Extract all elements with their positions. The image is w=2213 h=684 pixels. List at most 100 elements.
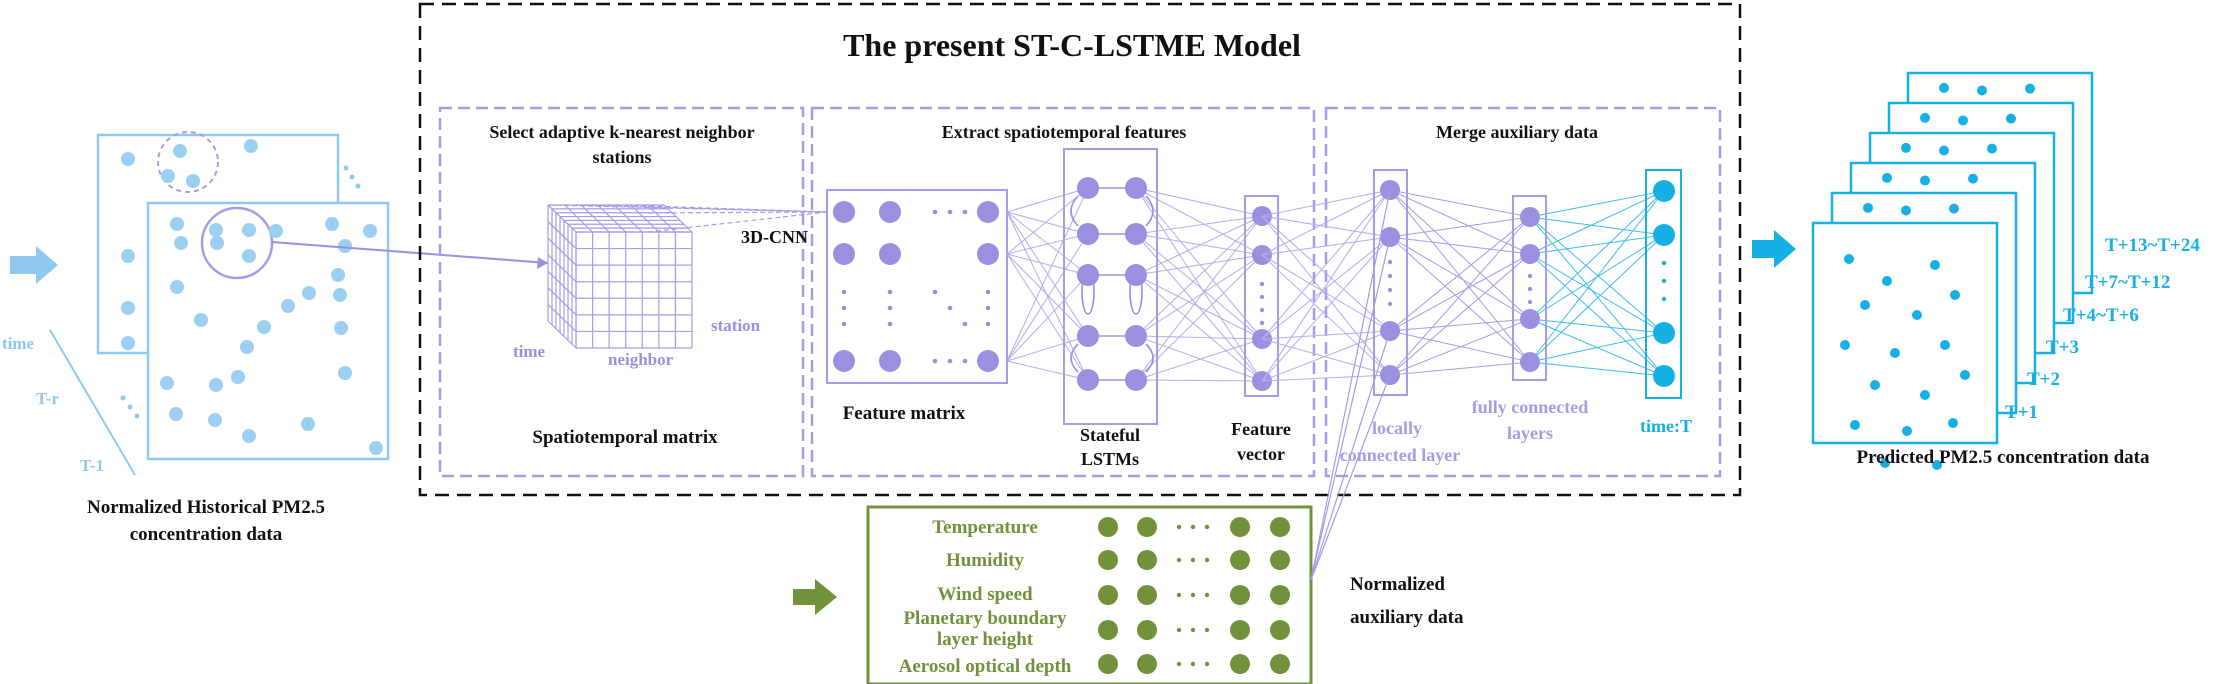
aux-node	[1137, 620, 1157, 640]
extract-panel-title: Extract spatiotemporal features	[942, 122, 1187, 142]
aux-row-label: Wind speed	[937, 584, 1033, 605]
output-arrow-icon	[1752, 230, 1796, 268]
cube-station-label: station	[711, 316, 761, 335]
feature-node	[879, 201, 901, 223]
feature-node	[977, 243, 999, 265]
select-panel	[438, 106, 805, 478]
fully-connected-caption-line2: layers	[1507, 423, 1553, 443]
merge-panel	[1324, 106, 1722, 478]
lstm-node	[1077, 264, 1099, 286]
spatiotemporal-matrix-caption: Spatiotemporal matrix	[532, 427, 718, 448]
model-frame	[418, 2, 1742, 497]
aux-row-label: Temperature	[932, 517, 1038, 538]
output-node	[1653, 365, 1675, 387]
feature-node	[833, 201, 855, 223]
feature-node	[879, 243, 901, 265]
output-node	[1653, 224, 1675, 246]
historical-caption-line1: Normalized Historical PM2.5	[87, 497, 325, 518]
aux-node	[1230, 517, 1250, 537]
feature-matrix-caption: Feature matrix	[843, 403, 966, 424]
horizon-label: T+1	[2005, 402, 2038, 423]
merge-panel-title: Merge auxiliary data	[1436, 122, 1598, 142]
aux-row-label: Aerosol optical depth	[899, 656, 1072, 677]
aux-node	[1270, 654, 1290, 674]
lstm-node	[1077, 223, 1099, 245]
aux-node	[1270, 517, 1290, 537]
lstm-caption-line2: LSTMs	[1081, 449, 1139, 469]
input-arrow-icon	[10, 246, 58, 284]
spatiotemporal-cube	[547, 204, 693, 349]
fully-connected-caption-line1: fully connected	[1472, 397, 1589, 417]
cnn-label: 3D-CNN	[741, 227, 808, 247]
lstm-node	[1077, 369, 1099, 391]
lstm-node	[1125, 264, 1147, 286]
output-node	[1653, 180, 1675, 202]
aux-node	[1137, 550, 1157, 570]
feature-matrix	[826, 189, 1008, 384]
aux-arrow-icon	[793, 579, 837, 615]
fully-connected-node	[1520, 309, 1540, 329]
aux-row-label: layer height	[937, 629, 1034, 650]
horizon-label: T+4~T+6	[2063, 305, 2139, 326]
feature-node	[879, 350, 901, 372]
aux-node	[1098, 517, 1118, 537]
output-time-t	[1645, 169, 1682, 399]
feature-vector-caption-line1: Feature	[1231, 419, 1291, 439]
feature-node	[833, 243, 855, 265]
aux-node	[1137, 585, 1157, 605]
aux-node	[1098, 550, 1118, 570]
predicted-caption: Predicted PM2.5 concentration data	[1856, 447, 2150, 468]
locally-connected-caption-line2: connected layer	[1340, 445, 1460, 465]
locally-connected-caption-line1: locally	[1372, 418, 1422, 438]
aux-node	[1230, 620, 1250, 640]
feature-vector	[1244, 195, 1279, 397]
fully-connected-node	[1520, 207, 1540, 227]
lstm-node	[1125, 223, 1147, 245]
lstm-node	[1125, 325, 1147, 347]
locally-connected-layer	[1373, 169, 1408, 396]
time-axis-label: time	[2, 334, 35, 353]
aux-node	[1230, 550, 1250, 570]
feature-vector-caption-line2: vector	[1237, 444, 1285, 464]
lstm-caption-line1: Stateful	[1080, 425, 1140, 445]
select-panel-title-line1: Select adaptive k-nearest neighbor	[489, 122, 754, 142]
predicted-frame: T+1	[1811, 221, 2038, 470]
predicted-data-stack: T+13~T+24 T+7~T+12 T+4~T+6 T+3 T+2 T+1	[1811, 71, 2200, 470]
horizon-label: T+7~T+12	[2085, 272, 2170, 293]
aux-node	[1137, 517, 1157, 537]
horizon-label: T+2	[2027, 369, 2060, 390]
aux-node	[1098, 654, 1118, 674]
lstm-node	[1125, 177, 1147, 199]
fully-connected-node	[1520, 244, 1540, 264]
historical-caption-line2: concentration data	[130, 524, 283, 545]
lstm-node	[1077, 177, 1099, 199]
aux-caption-line2: auxiliary data	[1350, 607, 1464, 628]
aux-node	[1270, 585, 1290, 605]
historical-data-stack: time T-r T-1 Normalized Historical PM2.5…	[2, 131, 390, 545]
feature-node	[977, 350, 999, 372]
tr-label: T-r	[36, 389, 59, 408]
cube-neighbor-label: neighbor	[608, 350, 674, 369]
aux-node	[1137, 654, 1157, 674]
aux-row-label: Planetary boundary	[903, 608, 1067, 629]
lstm-node	[1125, 369, 1147, 391]
select-panel-title-line2: stations	[592, 147, 651, 167]
aux-node	[1270, 620, 1290, 640]
cube-time-label: time	[513, 342, 546, 361]
aux-node	[1098, 585, 1118, 605]
aux-node	[1270, 550, 1290, 570]
output-node	[1653, 322, 1675, 344]
feature-node	[833, 350, 855, 372]
aux-node	[1230, 654, 1250, 674]
t1-label: T-1	[80, 456, 104, 475]
fully-connected-node	[1520, 352, 1540, 372]
aux-row-label: Humidity	[946, 550, 1025, 571]
extract-panel	[810, 106, 1316, 478]
lstm-node	[1077, 325, 1099, 347]
horizon-label: T+13~T+24	[2105, 235, 2200, 256]
model-title: The present ST-C-LSTME Model	[843, 27, 1301, 63]
aux-caption-line1: Normalized	[1350, 574, 1445, 595]
aux-node	[1230, 585, 1250, 605]
fully-connected-layers	[1512, 195, 1547, 381]
